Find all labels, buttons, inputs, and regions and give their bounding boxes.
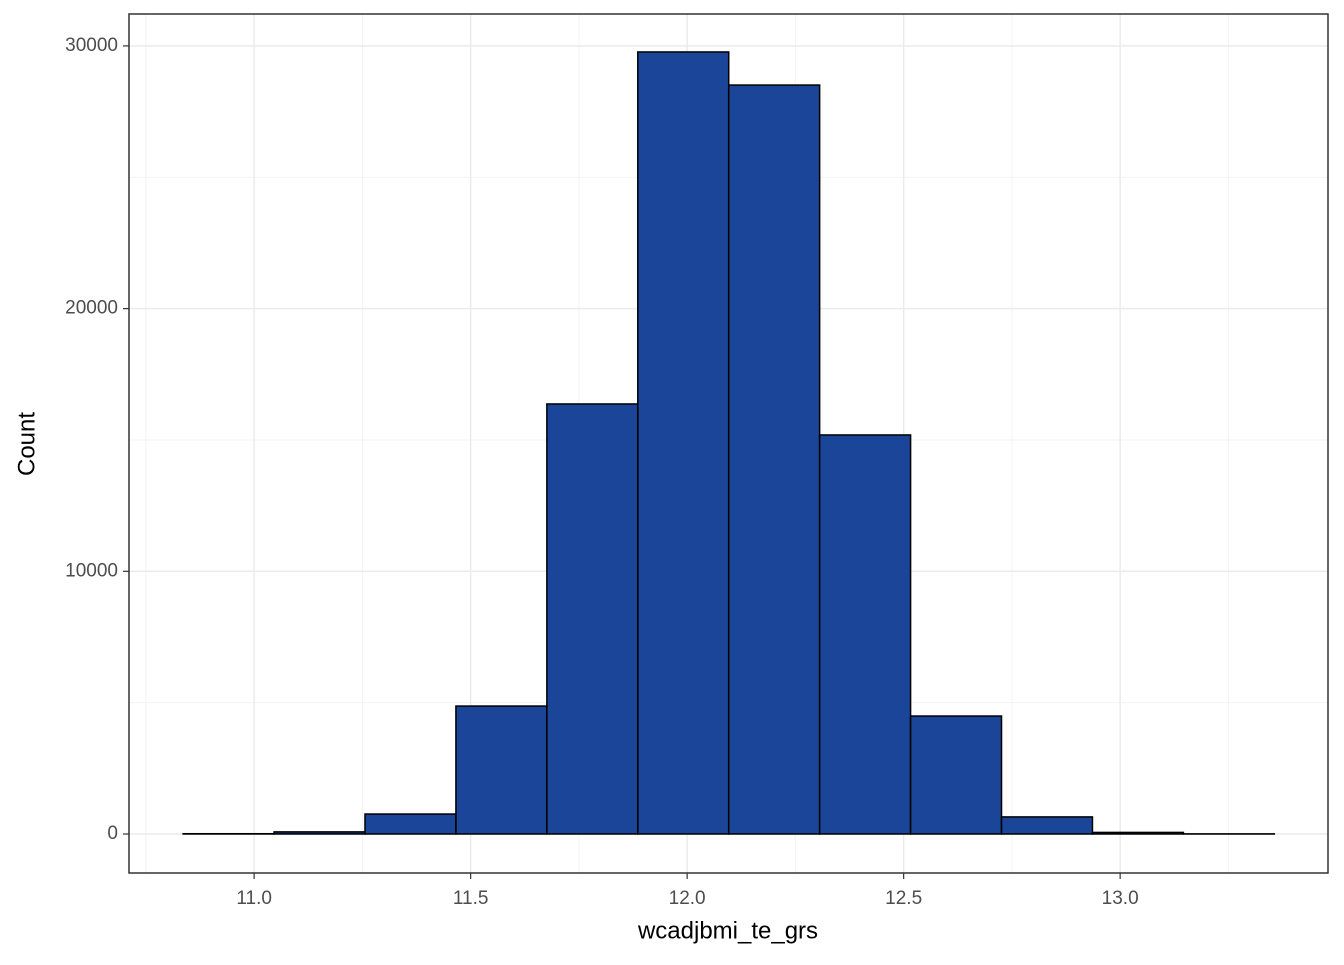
bar xyxy=(638,52,729,834)
bar xyxy=(820,435,911,834)
x-tick-label: 11.5 xyxy=(453,888,489,909)
bar xyxy=(1002,817,1093,834)
y-tick-label: 10000 xyxy=(65,560,118,581)
x-axis-title: wcadjbmi_te_grs xyxy=(637,917,818,944)
x-tick-label: 13.0 xyxy=(1102,888,1139,909)
bar xyxy=(547,404,638,834)
bar xyxy=(456,706,547,834)
y-tick-label: 30000 xyxy=(65,35,118,56)
y-axis-title: Count xyxy=(13,412,40,476)
x-tick-label: 12.0 xyxy=(669,888,706,909)
bar xyxy=(1092,832,1183,834)
x-tick-label: 12.5 xyxy=(885,888,922,909)
x-tick-label: 11.0 xyxy=(236,888,272,909)
bar xyxy=(729,85,820,834)
bar xyxy=(274,832,365,834)
y-tick-label: 0 xyxy=(107,823,118,844)
bar xyxy=(911,716,1002,834)
bar xyxy=(365,814,456,834)
y-tick-label: 20000 xyxy=(65,298,118,319)
